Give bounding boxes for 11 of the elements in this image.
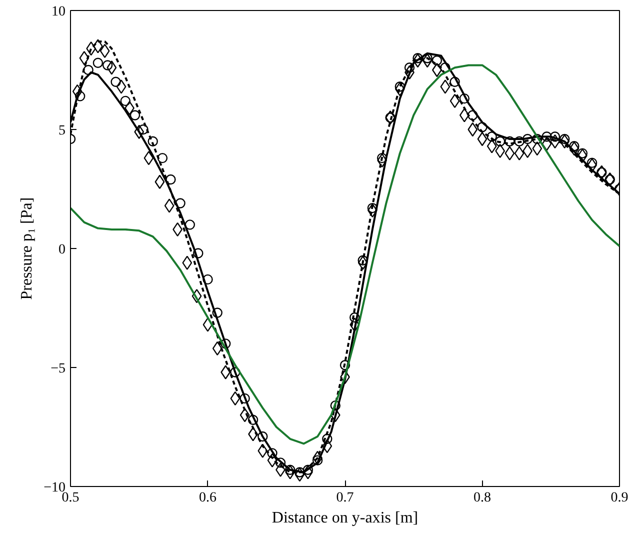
- y-tick-label: 5: [58, 124, 66, 138]
- y-tick-label: 0: [58, 242, 66, 258]
- x-axis-title: Distance on y-axis [m]: [272, 510, 418, 526]
- x-tick-label: 0.7: [336, 490, 354, 506]
- y-tick-label: −5: [50, 362, 66, 376]
- y-axis-title: Pressure p₁ [Pa]: [18, 197, 36, 300]
- x-tick-label: 0.9: [610, 490, 628, 506]
- x-tick-label: 0.8: [474, 490, 491, 506]
- y-tick-label: 10: [52, 4, 66, 20]
- x-tick-label: 0.6: [199, 490, 216, 506]
- x-tick-label: 0.5: [62, 490, 80, 506]
